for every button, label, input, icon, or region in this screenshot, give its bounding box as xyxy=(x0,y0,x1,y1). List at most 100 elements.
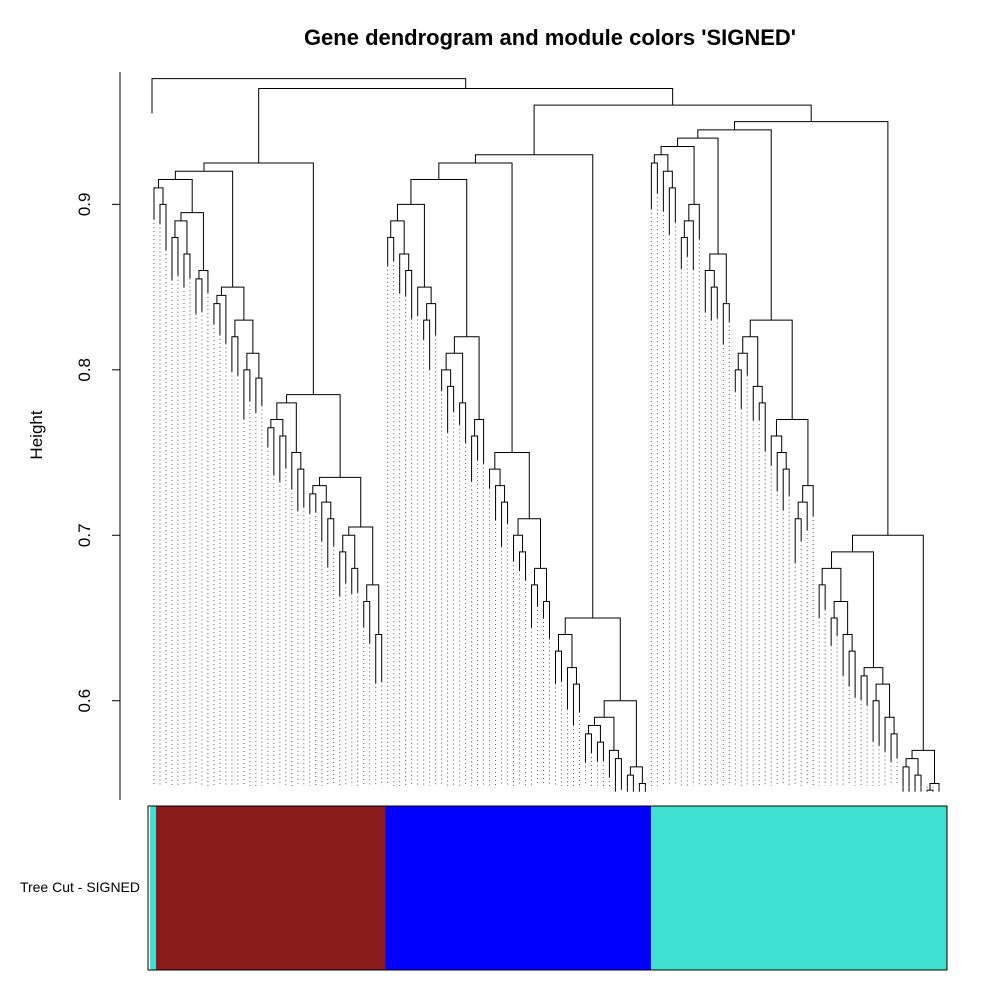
dendrogram-branch xyxy=(697,129,772,321)
dendrogram-branch xyxy=(710,286,718,321)
color-segment-brown xyxy=(156,806,386,970)
dendrogram-branch xyxy=(276,402,297,453)
dendrogram-branch xyxy=(914,774,922,792)
dendrogram-branch xyxy=(875,683,891,718)
dendrogram-branch xyxy=(348,526,374,585)
dendrogram-branch xyxy=(157,179,193,213)
dendrogram-branch xyxy=(423,319,431,370)
chart-title: Gene dendrogram and module colors 'SIGNE… xyxy=(304,25,796,50)
y-axis-label: Height xyxy=(27,410,46,459)
dendrogram-branch xyxy=(734,121,889,536)
dendrogram-branch xyxy=(495,485,506,520)
dendrogram-branch xyxy=(554,650,562,684)
dendrogram-branch xyxy=(608,749,619,777)
dendrogram-branch xyxy=(198,270,209,293)
dendrogram-branch xyxy=(842,634,853,676)
dendrogram-branch xyxy=(327,518,335,567)
dendrogram-branch xyxy=(564,617,621,701)
dendrogram-branch xyxy=(286,394,341,478)
dendrogram-branch xyxy=(390,220,405,254)
dendrogram-branch xyxy=(445,352,464,403)
dendrogram-branch xyxy=(159,203,167,250)
dendrogram-branch xyxy=(848,650,856,698)
dendrogram-branch xyxy=(531,584,539,628)
dendrogram-branch xyxy=(309,493,317,514)
dendrogram-branch xyxy=(234,319,254,354)
dendrogram-branch xyxy=(587,725,601,743)
color-segment-blue xyxy=(385,806,652,970)
y-tick-label: 0.9 xyxy=(75,193,94,217)
dendrogram-leaves xyxy=(153,193,940,792)
dendrogram-branch xyxy=(447,385,455,433)
dendrogram-branch xyxy=(180,212,204,271)
dendrogram-branch xyxy=(572,683,580,726)
dendrogram-branch xyxy=(396,203,425,288)
dendrogram-branch xyxy=(734,369,742,409)
dendrogram-branch xyxy=(737,352,748,376)
dendrogram-branch xyxy=(174,170,234,288)
module-color-bar xyxy=(147,805,948,971)
dendrogram-branch xyxy=(638,782,646,792)
dendrogram-branch xyxy=(258,88,674,163)
dendrogram-branch xyxy=(911,749,936,784)
dendrogram-branch xyxy=(833,600,849,635)
dendrogram-branch xyxy=(195,278,203,314)
dendrogram-branch xyxy=(426,303,437,336)
dendrogram-branch xyxy=(905,758,919,776)
dendrogram-branch xyxy=(231,336,239,376)
dendrogram-branch xyxy=(519,551,527,581)
dendrogram-branch xyxy=(387,236,395,266)
dendrogram-branch xyxy=(534,567,548,602)
dendrogram-branch xyxy=(775,418,809,486)
dendrogram-branch xyxy=(342,534,356,569)
dendrogram-branch xyxy=(890,733,898,762)
dendrogram-branch xyxy=(459,402,467,443)
dendrogram-branch xyxy=(517,518,542,569)
dendrogram-branch xyxy=(405,270,413,319)
dendrogram-branch xyxy=(770,435,783,466)
dendrogram-branch xyxy=(557,634,573,668)
y-tick-label: 0.8 xyxy=(75,358,94,382)
dendrogram-branch xyxy=(153,187,164,220)
dendrogram-branch xyxy=(680,236,688,269)
dendrogram-branch xyxy=(410,179,468,337)
dendrogram-branch xyxy=(596,741,604,762)
dendrogram-branch xyxy=(438,162,513,453)
dendrogram-branch xyxy=(742,336,759,387)
dendrogram-branch xyxy=(471,435,479,482)
dendrogram-branch xyxy=(603,700,637,767)
color-segment-turquoise xyxy=(150,806,157,970)
dendrogram-branch xyxy=(399,253,410,294)
dendrogram-branch xyxy=(722,303,730,345)
dendrogram-branch xyxy=(650,162,658,209)
dendrogram-branch xyxy=(174,220,188,254)
dendrogram-branch xyxy=(872,700,880,746)
y-tick-label: 0.7 xyxy=(75,523,94,547)
dendrogram-branch xyxy=(183,253,191,288)
color-bar-label: Tree Cut - SIGNED xyxy=(20,879,140,895)
dendrogram-branch xyxy=(246,352,260,379)
dendrogram-branch xyxy=(831,551,874,668)
dendrogram-branch xyxy=(668,187,676,235)
dendrogram-branch xyxy=(453,336,480,420)
dendrogram-branch xyxy=(171,236,179,280)
dendrogram-branch xyxy=(851,534,924,751)
dendrogram-branch xyxy=(566,667,577,710)
dendrogram-branch xyxy=(216,294,227,344)
dendrogram-branch xyxy=(151,78,467,114)
dendrogram-branch xyxy=(660,145,695,205)
dendrogram-branch xyxy=(818,584,826,618)
dendrogram-branch xyxy=(782,468,790,511)
dendrogram-branch xyxy=(653,154,669,172)
dendrogram-branch xyxy=(593,716,615,751)
dendrogram-branch xyxy=(494,452,530,519)
dendrogram-branch xyxy=(704,270,715,312)
y-tick-label: 0.6 xyxy=(75,689,94,713)
dendrogram-branch xyxy=(543,600,550,639)
dendrogram-branch xyxy=(319,476,362,527)
color-bar-frame xyxy=(147,805,948,971)
dendrogram-branch xyxy=(363,600,371,644)
dendrogram-branch xyxy=(584,733,592,763)
dendrogram-branch xyxy=(351,567,359,594)
